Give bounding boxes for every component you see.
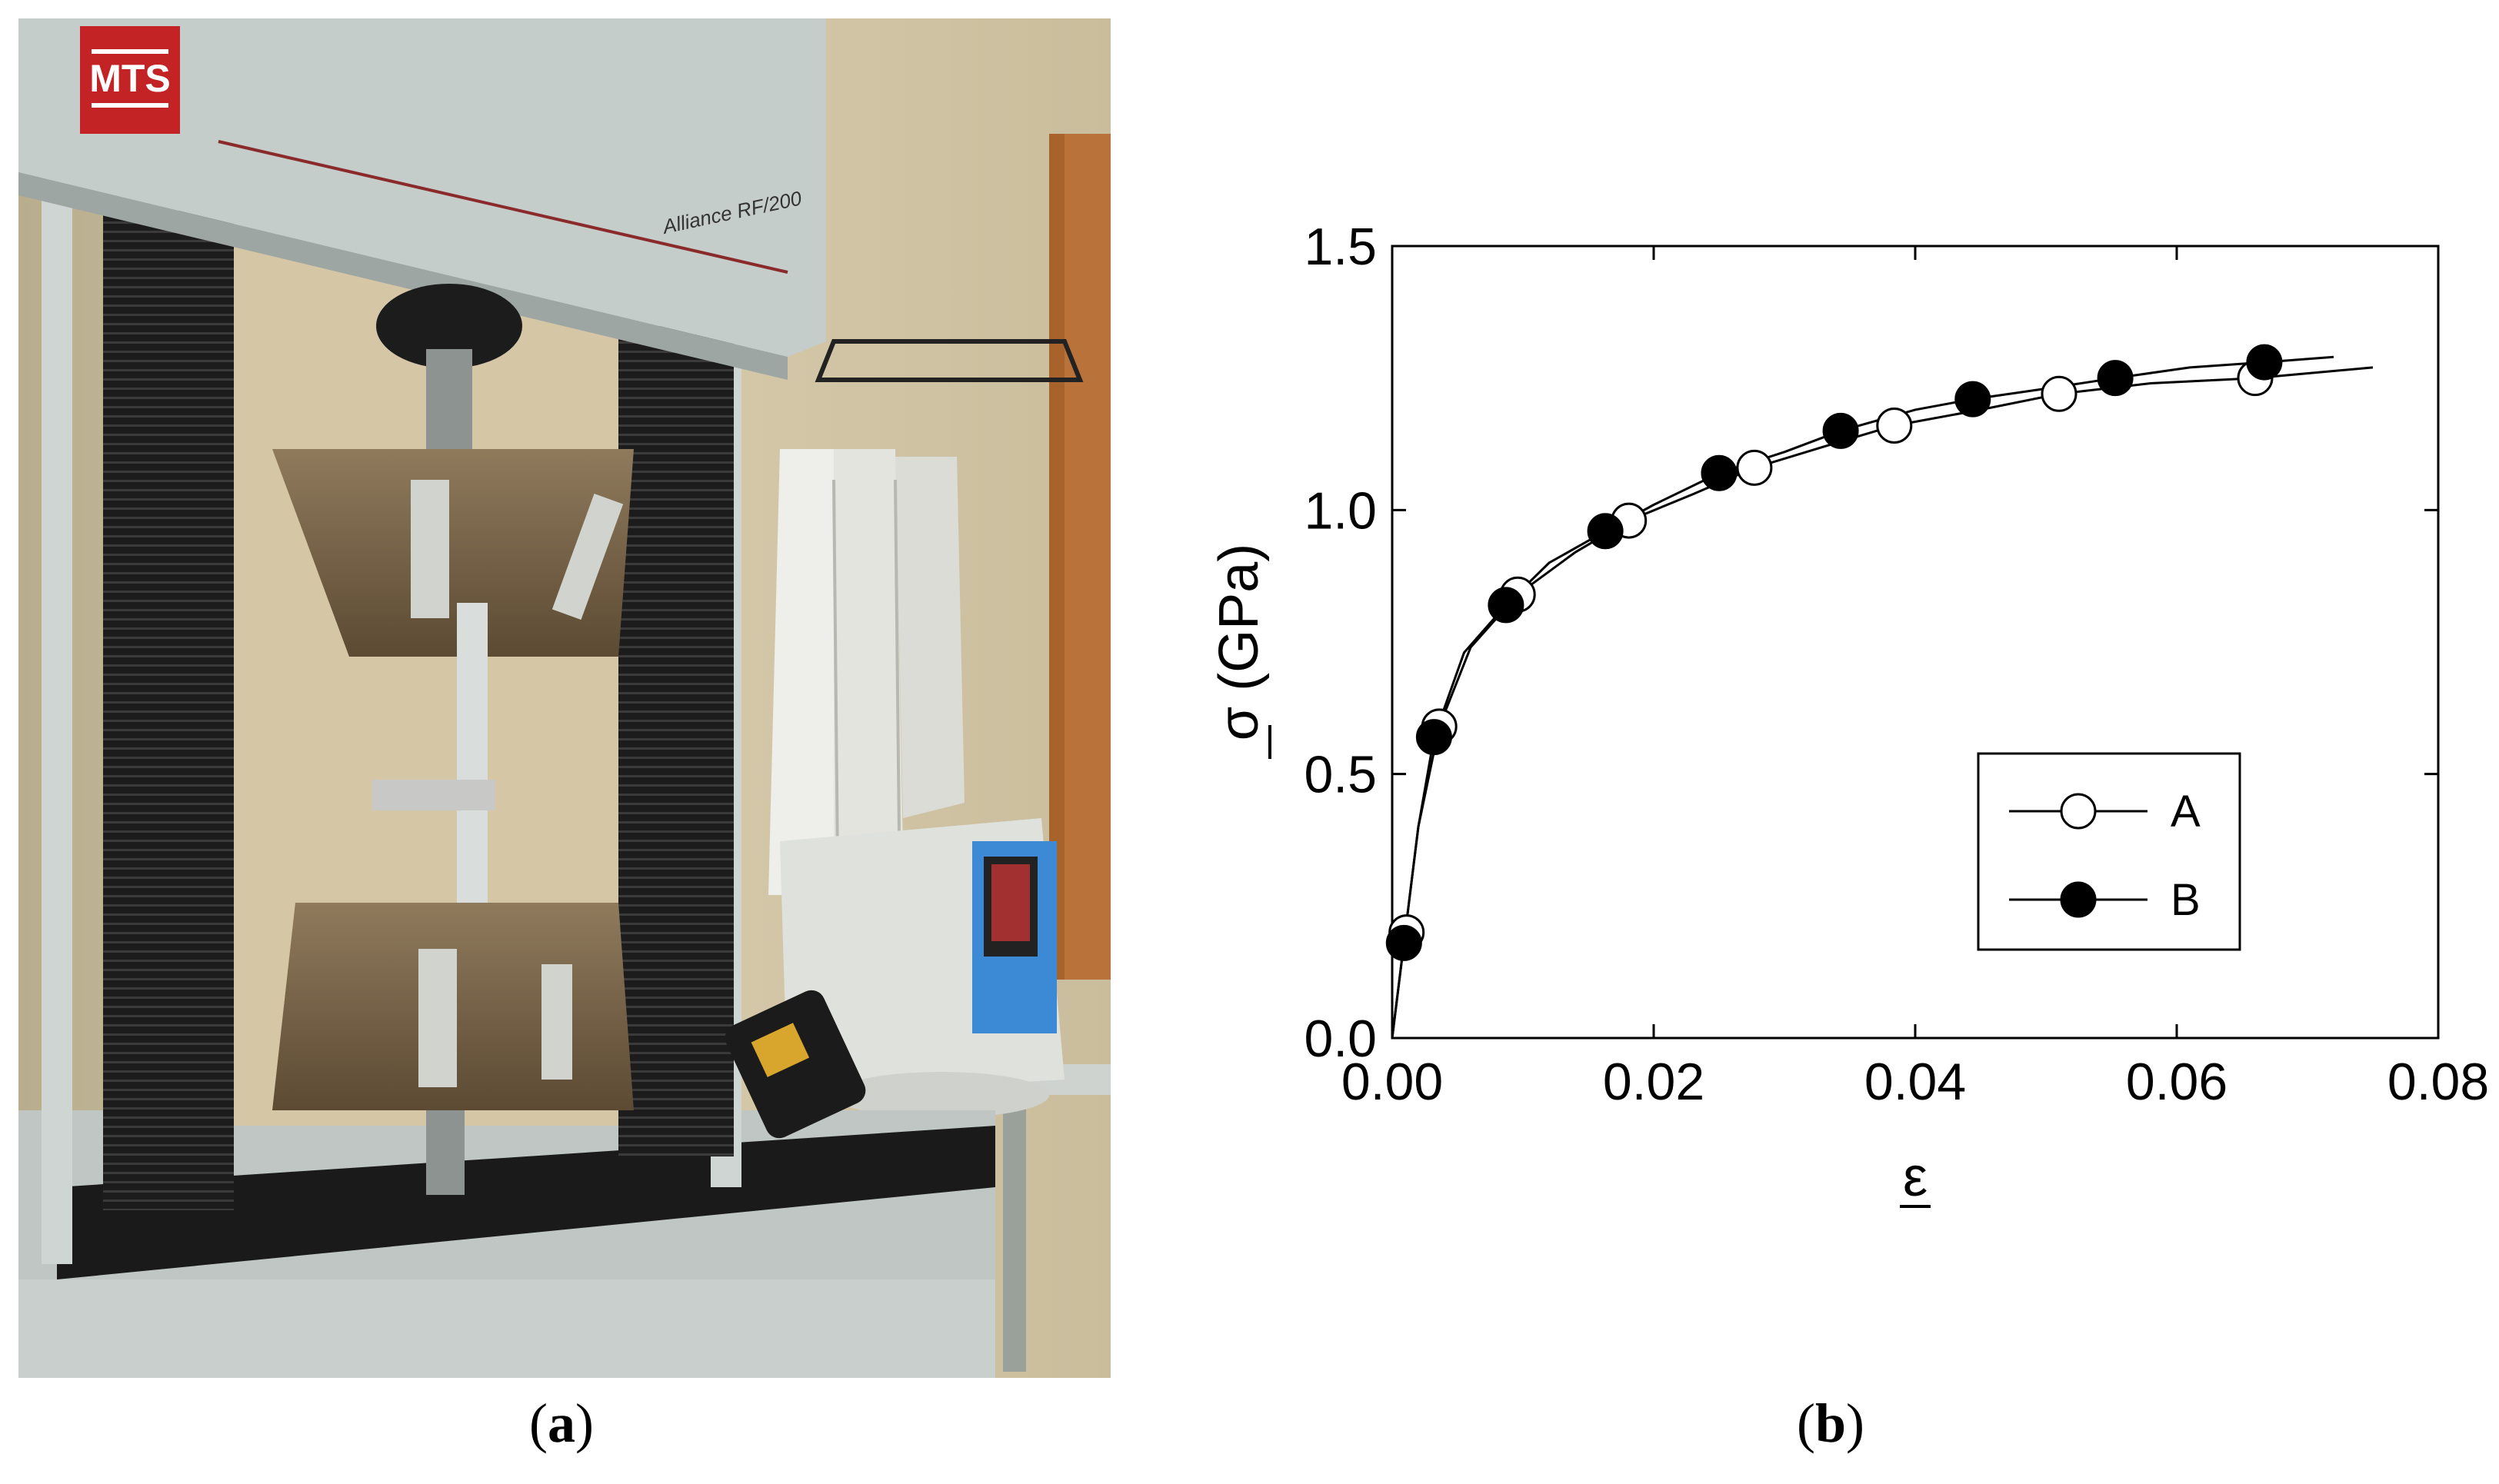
caption-b: (b) [1796,1392,1864,1454]
point-A [1736,449,1773,486]
x-tick-label: 0.04 [1864,1053,1966,1111]
load-cell [376,284,522,368]
point-B [2097,360,2134,397]
y-tick-label: 1.0 [1304,481,1377,540]
svg-text:MTS: MTS [89,57,171,100]
y-axis-label: σ (GPa) [1208,544,1270,740]
stress-strain-chart: 0.00 0.02 0.04 0.06 0.08 0.0 0.5 1.0 1.5 ε σ (GP… [1200,192,2492,1208]
data-points [1385,344,2283,961]
point-A [2041,375,2078,412]
point-B [1954,381,1991,418]
legend: AB [1977,752,2241,951]
point-B [1701,454,1738,491]
legend-marker-B [2060,881,2097,918]
mts-logo: MTS [80,26,180,134]
point-B [1822,412,1859,449]
x-tick-label: 0.02 [1603,1053,1704,1111]
computer-monitor [780,818,1065,1118]
left-column [42,172,72,1264]
caption-a: (a) [529,1392,594,1454]
right-bellows [618,326,734,1156]
x-tick-label: 0.06 [2126,1053,2227,1111]
point-B [1385,924,1422,961]
lab-coats [768,449,965,895]
tensile-testing-machine-photo: MTS Alliance RF/200 [18,18,1111,1378]
y-tick-label: 0.0 [1304,1010,1377,1068]
left-bellows [103,211,234,1210]
x-tick-label: 0.08 [2387,1053,2489,1111]
extensometer [372,780,495,810]
point-A [1876,407,1913,444]
legend-label-B: B [2171,875,2201,925]
legend-marker-A [2060,793,2097,830]
point-B [1488,587,1524,624]
x-axis-label: ε [1903,1146,1928,1208]
point-B [1587,513,1624,550]
legend-box [1977,752,2241,951]
y-tick-label: 0.5 [1304,746,1377,804]
point-B [2246,344,2283,381]
wire-shelf [815,339,1084,382]
legend-label-A: A [2171,787,2201,837]
specimen [457,603,488,926]
tick-labels: 0.00 0.02 0.04 0.06 0.08 0.0 0.5 1.0 1.5 [1304,218,2489,1111]
x-tick-label: 0.00 [1341,1053,1443,1111]
point-B [1415,719,1452,756]
upper-grip-plate [272,449,634,657]
y-tick-label: 1.5 [1304,218,1377,276]
